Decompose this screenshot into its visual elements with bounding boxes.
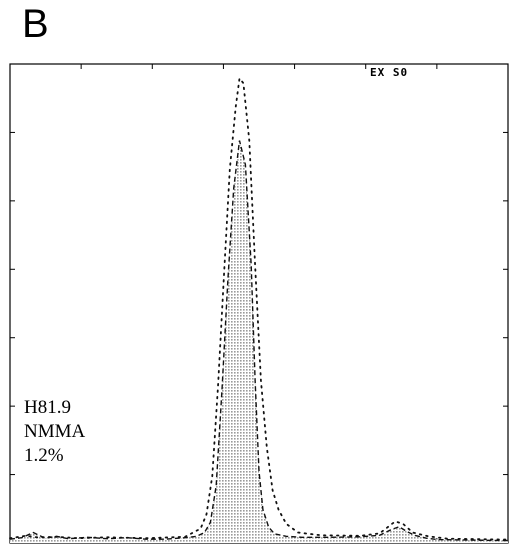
annotation-cell-line: H81.9 [24, 397, 71, 418]
panel-label: B [22, 2, 49, 46]
annotation-block: H81.9 NMMA 1.2% [24, 396, 85, 468]
overlay-histogram [9, 76, 509, 541]
annotation-treatment: NMMA [24, 421, 86, 442]
plot-tag: EX S0 [370, 66, 409, 79]
annotation-percentage: 1.2% [24, 445, 64, 466]
histogram-outline [9, 140, 509, 542]
